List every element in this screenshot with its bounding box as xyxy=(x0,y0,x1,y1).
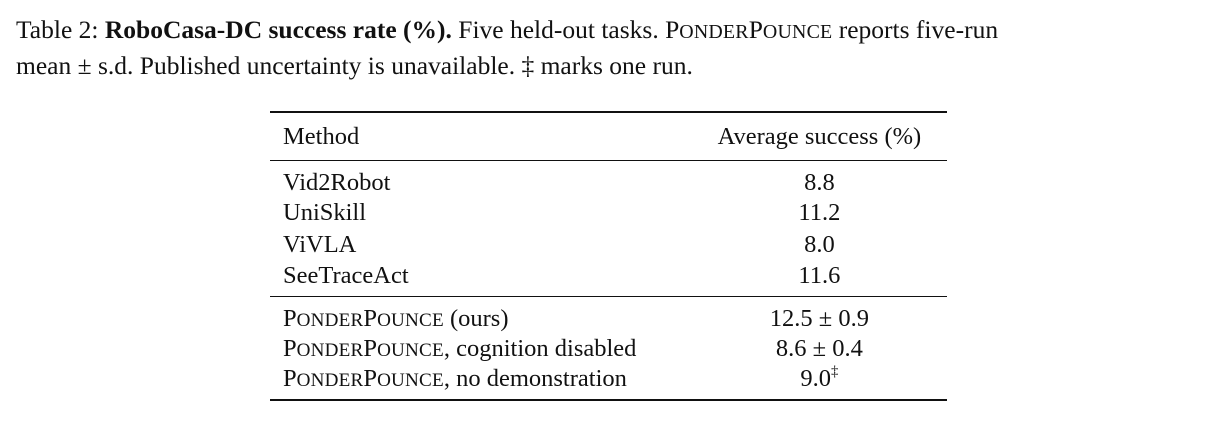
table-row: ViVLA 8.0 xyxy=(270,229,947,261)
caption-method-name: PONDERPOUNCE xyxy=(665,15,833,44)
value-cell: 12.5 ± 0.9 xyxy=(769,304,869,332)
table-row: UniSkill 11.2 xyxy=(270,197,947,229)
caption-label: Table 2: xyxy=(16,15,99,44)
value-cell: 8.6 ± 0.4 xyxy=(775,334,863,362)
table-row: SeeTraceAct 11.6 xyxy=(270,262,947,297)
one-run-dagger: ‡ xyxy=(831,363,839,380)
header-method: Method xyxy=(283,122,360,150)
table-row: PONDERPOUNCE, cognition disabled 8.6 ± 0… xyxy=(270,333,947,365)
header-average-success: Average success (%) xyxy=(717,122,922,150)
caption-line-2: mean ± s.d. Published uncertainty is una… xyxy=(16,51,693,80)
caption-sentence-1: Five held-out tasks. xyxy=(458,15,659,44)
method-cell: ViVLA xyxy=(283,231,357,259)
method-cell: PONDERPOUNCE, no demonstration xyxy=(283,364,627,392)
caption-title: RoboCasa-DC success rate (%). xyxy=(104,15,452,44)
value-cell: 11.2 xyxy=(798,199,841,227)
method-cell: SeeTraceAct xyxy=(283,261,409,289)
value-cell: 9.0‡ xyxy=(800,363,839,392)
table-row: PONDERPOUNCE (ours) 12.5 ± 0.9 xyxy=(270,296,947,333)
value-cell: 8.8 xyxy=(804,169,835,196)
results-table: Method Average success (%) Vid2Robot 8.8… xyxy=(270,111,947,401)
table-row: PONDERPOUNCE, no demonstration 9.0‡ xyxy=(270,363,947,400)
method-cell: UniSkill xyxy=(283,199,367,227)
method-cell: PONDERPOUNCE (ours) xyxy=(283,304,509,332)
method-cell: PONDERPOUNCE, cognition disabled xyxy=(283,334,637,362)
caption-sentence-2: reports five-run xyxy=(838,15,999,44)
method-cell: Vid2Robot xyxy=(283,169,391,196)
table-row: Vid2Robot 8.8 xyxy=(270,160,947,198)
value-cell: 11.6 xyxy=(798,261,841,289)
caption-line-1: Table 2: RoboCasa-DC success rate (%). F… xyxy=(16,13,1208,49)
table-caption: Table 2: RoboCasa-DC success rate (%). F… xyxy=(16,13,1208,82)
value-cell: 8.0 xyxy=(804,231,835,259)
